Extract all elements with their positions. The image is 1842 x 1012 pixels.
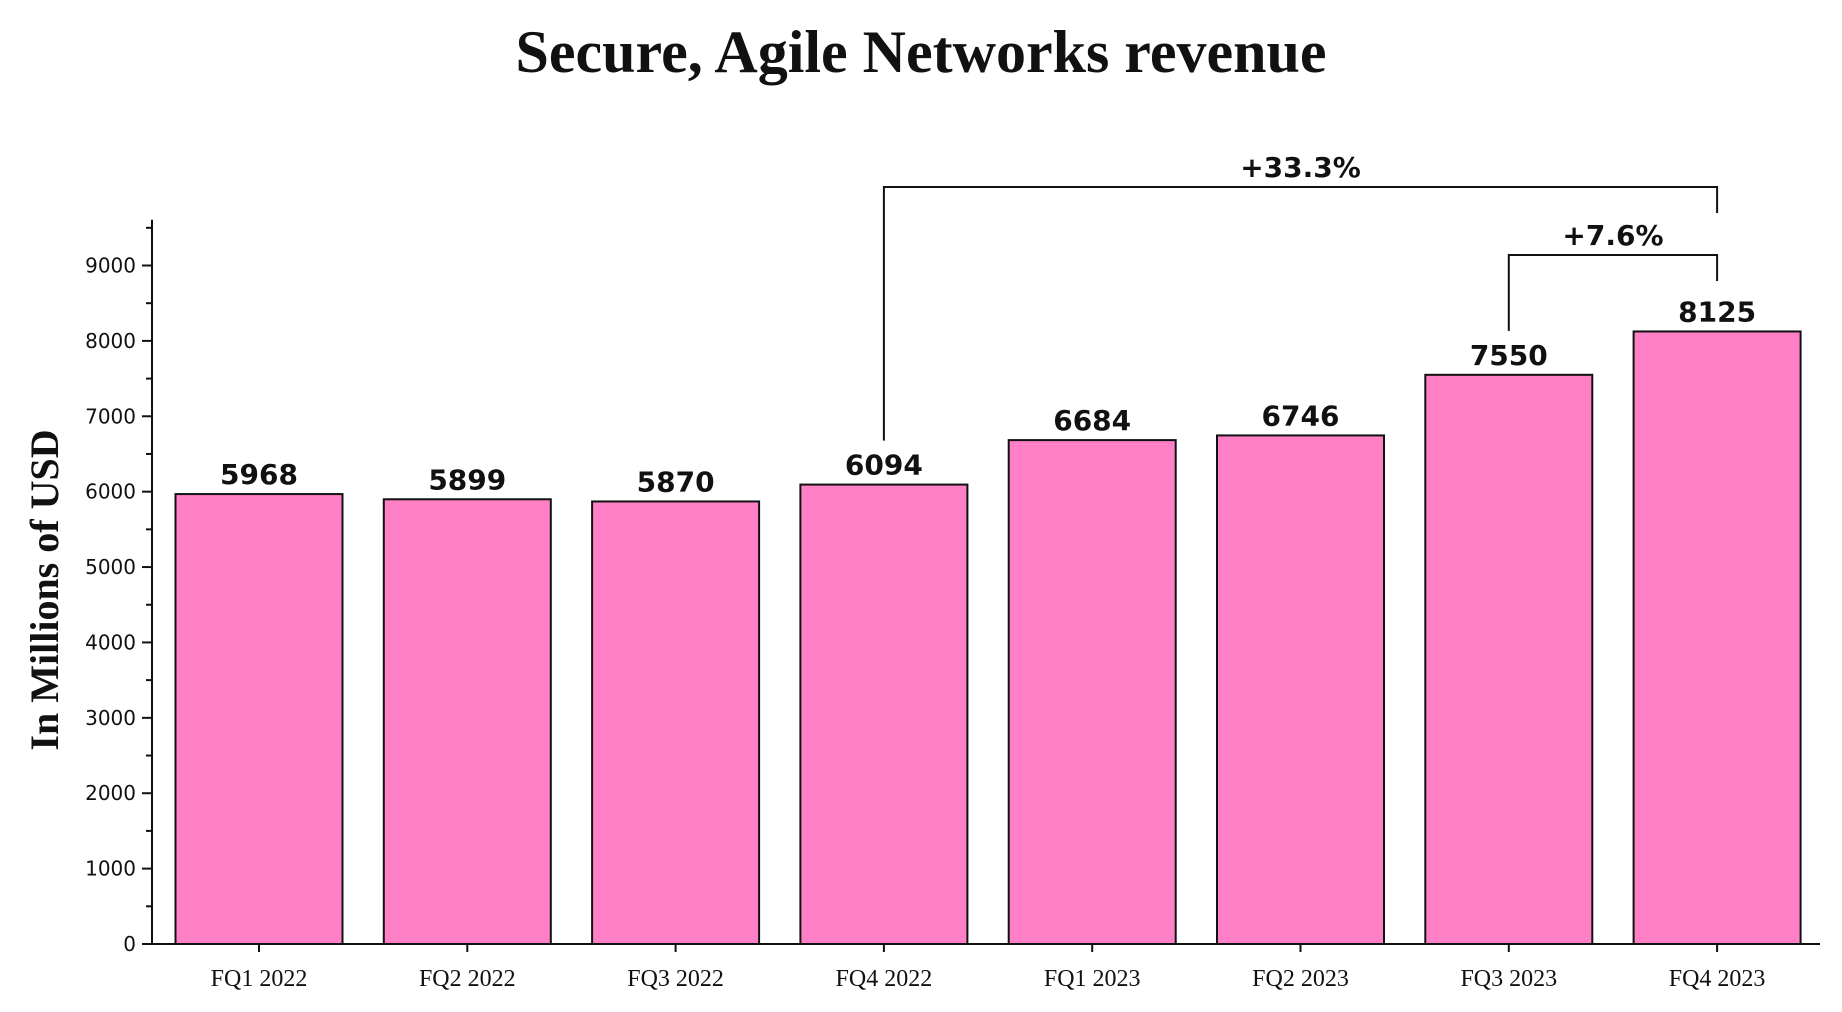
plot-area: 0 1000 2000 3000 4000 5000 6000 7000 8000 9000 FQ1… [85,151,1820,992]
y-tick-label: 4000 [85,630,136,654]
bar-value-label: 8125 [1678,295,1756,328]
bar-value-label: 6746 [1262,399,1340,432]
x-tick-label: FQ4 2023 [1669,966,1766,992]
annotation-label: +7.6% [1562,219,1663,252]
x-tick-label: FQ2 2022 [419,966,516,992]
y-tick-label: 9000 [85,254,136,278]
y-tick-label: 3000 [85,706,136,730]
annotation-bracket [1507,254,1719,331]
bar [799,483,969,945]
x-tick-label: FQ3 2022 [627,966,724,992]
x-tick-label: FQ3 2023 [1460,966,1557,992]
y-tick-label: 5000 [85,555,136,579]
bar-value-label: 5968 [220,458,298,491]
bar-value-label: 7550 [1470,339,1548,372]
chart-title: Secure, Agile Networks revenue [516,19,1327,85]
x-tick-label: FQ1 2022 [211,966,308,992]
y-tick-label: 8000 [85,329,136,353]
x-tick-label: FQ2 2023 [1252,966,1349,992]
bar [1632,330,1802,945]
y-tick-label: 2000 [85,781,136,805]
x-tick-label: FQ1 2023 [1044,966,1141,992]
bar-value-label: 5899 [428,463,506,496]
bar-value-label: 5870 [637,465,715,498]
bar [1424,373,1594,945]
x-tick-label: FQ4 2022 [836,966,933,992]
bar [1216,434,1385,945]
y-tick-label: 1000 [85,857,136,881]
bar-value-label: 6094 [845,449,923,482]
annotation-label: +33.3% [1240,151,1361,184]
y-axis-label: In Millions of USD [22,429,67,750]
bar [1007,439,1177,945]
y-tick-label: 7000 [85,404,136,428]
y-tick-label: 6000 [85,480,136,504]
bar [382,498,552,945]
bar [591,500,761,945]
y-tick-label: 0 [123,932,136,956]
bar [174,493,344,945]
annotation-bracket [882,186,1719,441]
bar-value-label: 6684 [1053,404,1131,437]
